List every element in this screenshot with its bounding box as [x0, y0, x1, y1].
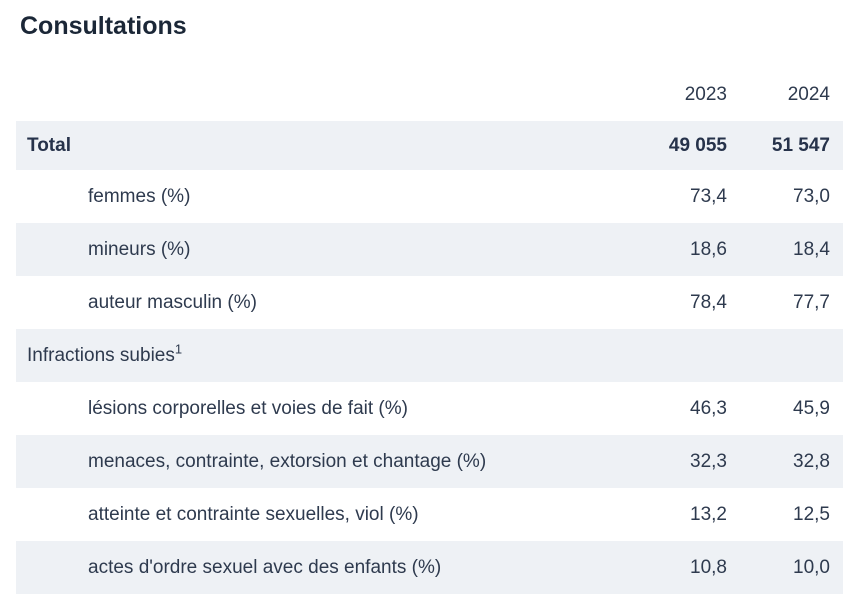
value-2023: 73,4 [690, 186, 727, 207]
header-label-spacer [16, 84, 617, 121]
row-label: lésions corporelles et voies de fait (%) [88, 398, 408, 419]
value-2023: 49 055 [668, 135, 727, 156]
value-2024 [727, 329, 843, 382]
value-2023: 13,2 [690, 504, 727, 525]
value-2024: 10,0 [793, 557, 830, 578]
year-header-2023: 2023 [684, 84, 727, 105]
value-2024: 51 547 [771, 135, 830, 156]
page-title: Consultations [20, 12, 187, 40]
table-row: menaces, contrainte, extorsion et chanta… [16, 435, 843, 488]
table-row: femmes (%) 73,4 73,0 [16, 170, 843, 223]
table-row: actes d'ordre sexuel avec des enfants (%… [16, 541, 843, 594]
value-2024: 18,4 [793, 239, 830, 260]
row-label: Infractions subies1 [16, 329, 617, 382]
consultations-table: 2023 2024 Total 49 055 51 547 femmes (%)… [16, 84, 843, 594]
header-row: 2023 2024 [16, 84, 843, 121]
row-label: menaces, contrainte, extorsion et chanta… [88, 451, 487, 472]
value-2024: 32,8 [793, 451, 830, 472]
value-2023: 18,6 [690, 239, 727, 260]
table-body: Total 49 055 51 547 femmes (%) 73,4 73,0… [16, 121, 843, 594]
row-label: auteur masculin (%) [88, 292, 257, 313]
value-2024: 12,5 [793, 504, 830, 525]
footnote-marker: 1 [174, 341, 183, 357]
value-2024: 77,7 [793, 292, 830, 313]
table-row: atteinte et contrainte sexuelles, viol (… [16, 488, 843, 541]
page: Consultations 2023 2024 Total 49 055 51 … [0, 13, 860, 611]
row-label: mineurs (%) [88, 239, 191, 260]
table-row-total: Total 49 055 51 547 [16, 121, 843, 170]
row-label: atteinte et contrainte sexuelles, viol (… [88, 504, 419, 525]
year-header-2024: 2024 [787, 84, 830, 105]
table-row: lésions corporelles et voies de fait (%)… [16, 382, 843, 435]
table-row-section: Infractions subies1 [16, 329, 843, 382]
value-2023: 78,4 [690, 292, 727, 313]
table-row: auteur masculin (%) 78,4 77,7 [16, 276, 843, 329]
value-2023: 46,3 [690, 398, 727, 419]
row-label: Total [27, 135, 71, 156]
section-label: Infractions subies [27, 345, 175, 366]
table-row: mineurs (%) 18,6 18,4 [16, 223, 843, 276]
value-2023 [617, 329, 727, 382]
value-2023: 32,3 [690, 451, 727, 472]
row-label: actes d'ordre sexuel avec des enfants (%… [88, 557, 442, 578]
row-label: femmes (%) [88, 186, 191, 207]
value-2024: 45,9 [793, 398, 830, 419]
value-2024: 73,0 [793, 186, 830, 207]
value-2023: 10,8 [690, 557, 727, 578]
table-header: 2023 2024 [16, 84, 843, 121]
